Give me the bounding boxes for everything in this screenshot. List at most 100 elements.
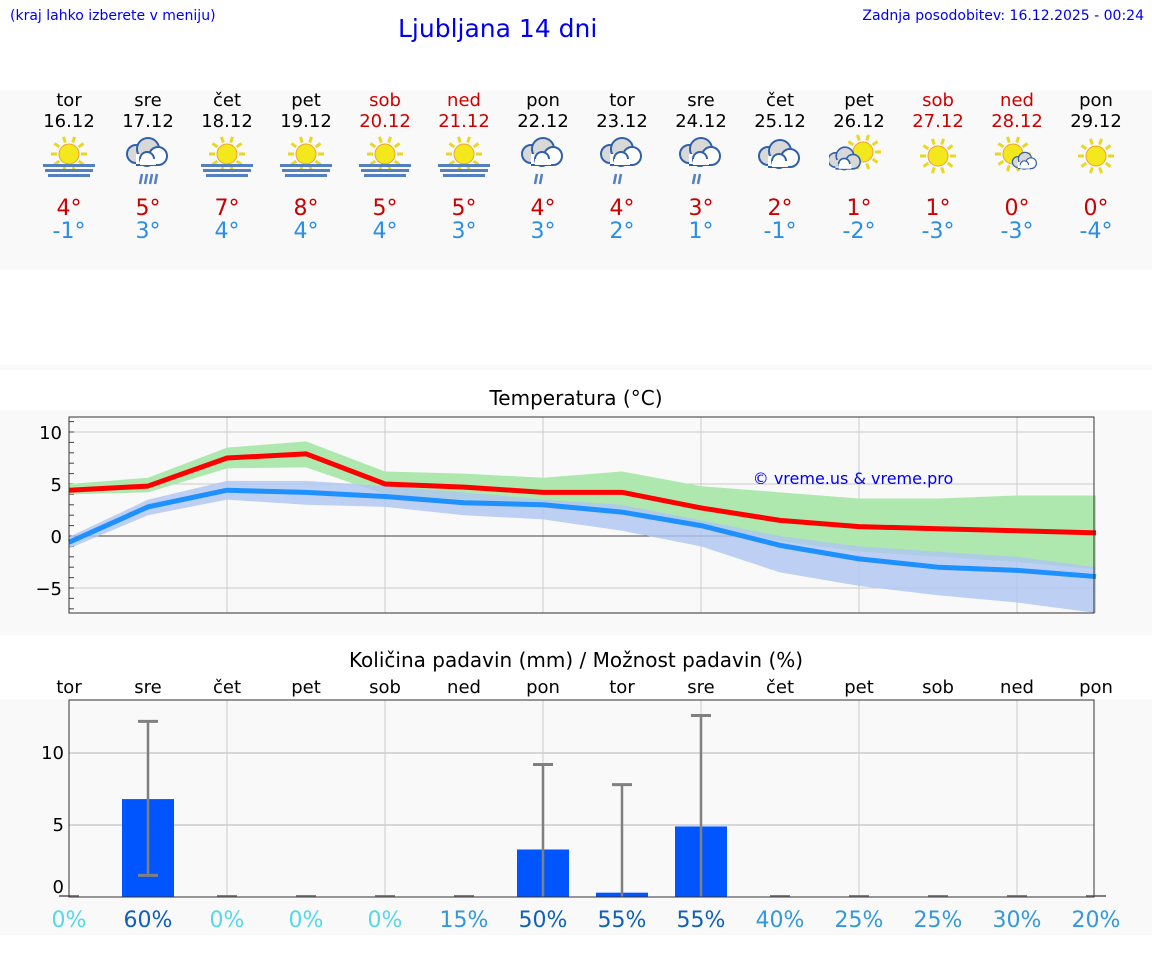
day-forecast: pet 26.12 1° -2° bbox=[819, 90, 899, 244]
max-temp: 1° bbox=[846, 196, 872, 221]
y-tick-label: 10 bbox=[41, 743, 64, 764]
min-temp: -4° bbox=[1079, 219, 1113, 244]
day-forecast: sre 17.12 5° 3° bbox=[108, 90, 188, 244]
day-forecast: pon 29.12 0° -4° bbox=[1056, 90, 1136, 244]
day-forecast: pet 19.12 8° 4° bbox=[266, 90, 346, 244]
sun-icon bbox=[898, 134, 978, 192]
max-temp: 2° bbox=[767, 196, 793, 221]
sun-fog-icon bbox=[187, 134, 267, 192]
day-forecast: ned 28.12 0° -3° bbox=[977, 90, 1057, 244]
day-label: sob bbox=[922, 677, 954, 698]
y-tick-label: 0 bbox=[51, 527, 62, 548]
max-temp: 4° bbox=[56, 196, 82, 221]
day-forecast: tor 16.12 4° -1° bbox=[29, 90, 109, 244]
temperature-chart: −5 0 5 10 © vreme.us & vreme.pro bbox=[0, 410, 1152, 635]
max-temp: 4° bbox=[530, 196, 556, 221]
min-temp: 3° bbox=[530, 219, 556, 244]
precipitation-chart-title: Količina padavin (mm) / Možnost padavin … bbox=[348, 648, 804, 672]
last-updated: Zadnja posodobitev: 16.12.2025 - 00:24 bbox=[862, 8, 1144, 24]
day-date: 23.12 bbox=[596, 111, 648, 132]
max-temp: 8° bbox=[293, 196, 319, 221]
min-temp: -1° bbox=[52, 219, 86, 244]
day-name: čet bbox=[765, 90, 795, 111]
divider bbox=[0, 365, 1152, 370]
min-temp: 2° bbox=[609, 219, 635, 244]
min-temp: 3° bbox=[135, 219, 161, 244]
min-temp: 4° bbox=[293, 219, 319, 244]
y-tick-label: 5 bbox=[51, 475, 62, 496]
precip-probability: 55% bbox=[598, 908, 647, 933]
labels-background bbox=[0, 675, 1152, 699]
day-date: 17.12 bbox=[122, 111, 174, 132]
cloud-sun-icon bbox=[819, 134, 899, 192]
day-name: pet bbox=[291, 90, 321, 111]
day-name: ned bbox=[447, 90, 481, 111]
sun-icon bbox=[1056, 134, 1136, 192]
sun-fog-icon bbox=[345, 134, 425, 192]
day-date: 24.12 bbox=[675, 111, 727, 132]
sun-fog-icon bbox=[29, 134, 109, 192]
max-temp-line bbox=[68, 451, 1097, 536]
min-temp: 3° bbox=[451, 219, 477, 244]
precip-probability: 0% bbox=[210, 908, 245, 933]
day-date: 28.12 bbox=[991, 111, 1043, 132]
min-temp: 4° bbox=[372, 219, 398, 244]
precip-probability: 15% bbox=[440, 908, 489, 933]
max-temp: 4° bbox=[609, 196, 635, 221]
day-label: ned bbox=[1000, 677, 1034, 698]
day-forecast: čet 25.12 2° -1° bbox=[740, 90, 820, 244]
day-date: 19.12 bbox=[280, 111, 332, 132]
day-label: pet bbox=[844, 677, 874, 698]
min-temp: -1° bbox=[763, 219, 797, 244]
day-forecast: sob 27.12 1° -3° bbox=[898, 90, 978, 244]
precip-probability: 60% bbox=[124, 908, 173, 933]
page-title: Ljubljana 14 dni bbox=[398, 14, 598, 43]
y-tick-label: 10 bbox=[39, 423, 62, 444]
precip-probability: 0% bbox=[52, 908, 87, 933]
day-name: tor bbox=[56, 90, 82, 111]
y-tick-label: −5 bbox=[35, 579, 62, 600]
sun-cloud-icon bbox=[977, 134, 1057, 192]
precipitation-chart: 0 5 10 tor 0% sre 60% čet 0% pet 0% sob 0% ned 15% pon 5… bbox=[0, 675, 1152, 935]
day-forecast: pon 22.12 4° 3° bbox=[503, 90, 583, 244]
day-label: sob bbox=[369, 677, 401, 698]
day-name: sob bbox=[369, 90, 401, 111]
day-date: 21.12 bbox=[438, 111, 490, 132]
day-label: pon bbox=[1079, 677, 1113, 698]
max-temp: 3° bbox=[688, 196, 714, 221]
day-name: tor bbox=[609, 90, 635, 111]
y-tick-label: 5 bbox=[53, 815, 64, 836]
precip-probability: 25% bbox=[835, 908, 884, 933]
location-hint: (kraj lahko izberete v meniju) bbox=[10, 8, 216, 24]
day-label: sre bbox=[687, 677, 714, 698]
min-range-band bbox=[69, 480, 1096, 613]
day-label: pet bbox=[291, 677, 321, 698]
watermark: © vreme.us & vreme.pro bbox=[753, 469, 954, 488]
min-temp-line bbox=[67, 487, 1097, 580]
precip-probability: 30% bbox=[993, 908, 1042, 933]
cloud-light-rain-icon bbox=[661, 134, 741, 192]
min-temp: 4° bbox=[214, 219, 240, 244]
day-forecast: sob 20.12 5° 4° bbox=[345, 90, 425, 244]
day-date: 27.12 bbox=[912, 111, 964, 132]
day-label: ned bbox=[447, 677, 481, 698]
day-name: sre bbox=[687, 90, 715, 111]
day-date: 29.12 bbox=[1070, 111, 1122, 132]
day-name: pet bbox=[844, 90, 874, 111]
day-name: sob bbox=[922, 90, 954, 111]
cloud-rain-icon bbox=[108, 134, 188, 192]
plot-frame bbox=[68, 416, 1095, 614]
max-temp: 7° bbox=[214, 196, 240, 221]
day-name: pon bbox=[526, 90, 560, 111]
plot-frame bbox=[68, 699, 1095, 898]
max-temp: 0° bbox=[1083, 196, 1109, 221]
max-temp: 0° bbox=[1004, 196, 1030, 221]
sun-fog-icon bbox=[266, 134, 346, 192]
precip-probability: 0% bbox=[289, 908, 324, 933]
min-temp: -3° bbox=[1000, 219, 1034, 244]
cloud-light-rain-icon bbox=[582, 134, 662, 192]
daily-forecast-strip: tor 16.12 4° -1° sre 17.12 5° 3° čet 18.12… bbox=[0, 90, 1152, 270]
day-forecast: sre 24.12 3° 1° bbox=[661, 90, 741, 244]
day-label: tor bbox=[609, 677, 635, 698]
min-temp: 1° bbox=[688, 219, 714, 244]
